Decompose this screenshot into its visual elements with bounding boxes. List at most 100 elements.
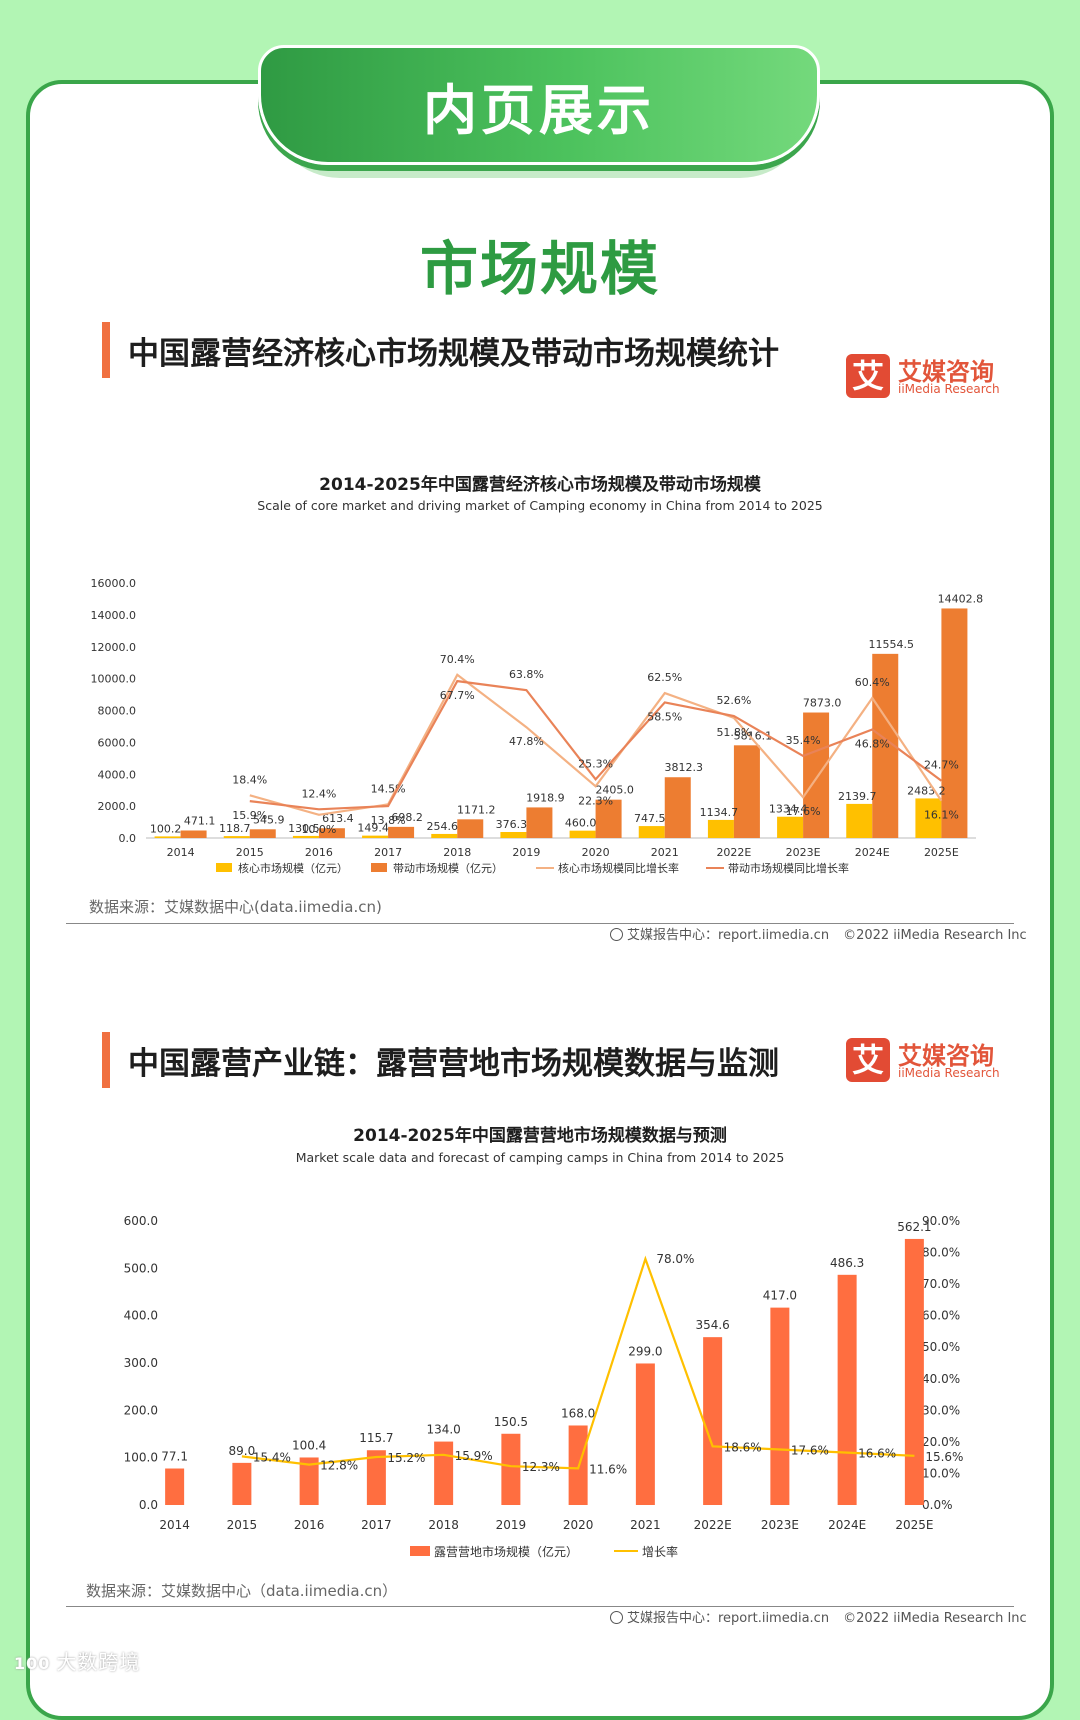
legend-label: 增长率 xyxy=(642,1544,678,1559)
driving-growth-data-label: 58.5% xyxy=(647,710,682,723)
growth-rate-data-label: 15.4% xyxy=(253,1450,291,1464)
camp-market-data-label: 486.3 xyxy=(830,1256,864,1270)
core-market-bar xyxy=(638,826,665,838)
y2-tick-label: 90.0% xyxy=(922,1214,960,1228)
legend-label: 露营营地市场规模（亿元） xyxy=(434,1544,578,1559)
growth-rate-data-label: 15.6% xyxy=(925,1450,963,1464)
iimedia-logo-en: iiMedia Research xyxy=(898,382,1000,396)
growth-rate-data-label: 78.0% xyxy=(656,1252,694,1266)
core-market-bar xyxy=(915,798,942,838)
driving-market-data-label: 471.1 xyxy=(184,814,216,827)
y-tick-label: 16000.0 xyxy=(91,577,137,590)
chart1-heading-text: 中国露营经济核心市场规模及带动市场规模统计 xyxy=(128,335,779,372)
core-market-data-label: 149.4 xyxy=(357,822,389,835)
camp-market-data-label: 150.5 xyxy=(494,1415,528,1429)
iimedia-logo: 艾 艾媒咨询 iiMedia Research xyxy=(846,352,1006,402)
driving-market-data-label: 613.4 xyxy=(322,812,354,825)
legend-label: 核心市场规模（亿元） xyxy=(238,861,348,875)
y2-tick-label: 60.0% xyxy=(922,1309,960,1323)
x-tick-label: 2025E xyxy=(924,846,959,859)
camp-market-bar xyxy=(299,1457,319,1505)
banner-label: 内页展示 xyxy=(423,78,655,142)
legend-label: 带动市场规模（亿元） xyxy=(393,861,503,875)
driving-growth-data-label: 35.4% xyxy=(786,734,821,747)
x-tick-label: 2024E xyxy=(855,846,890,859)
camp-market-bar xyxy=(434,1441,454,1505)
core-growth-data-label: 17.6% xyxy=(786,805,821,818)
x-tick-label: 2019 xyxy=(496,1518,527,1532)
camp-market-data-label: 134.0 xyxy=(426,1423,460,1437)
driving-market-data-label: 3812.3 xyxy=(665,761,704,774)
growth-rate-data-label: 17.6% xyxy=(791,1443,829,1457)
y-tick-label: 300.0 xyxy=(124,1356,158,1370)
driving-market-data-label: 1171.2 xyxy=(457,803,496,816)
chart2-title: 2014-2025年中国露营营地市场规模数据与预测 xyxy=(353,1126,727,1146)
camp-market-data-label: 562.1 xyxy=(897,1220,931,1234)
iimedia-logo-cn: 艾媒咨询 xyxy=(898,358,994,386)
driving-market-data-label: 1918.9 xyxy=(526,791,565,804)
watermark: 100 大数跨境 xyxy=(14,1646,140,1675)
growth-rate-line xyxy=(241,1255,915,1470)
chart2-svg: 0.0 100.0 200.0 300.0 400.0 500.0 600.0 0.0% 10.… xyxy=(124,1214,964,1559)
core-market-bar xyxy=(846,803,873,838)
chart1-divider xyxy=(66,923,1014,924)
chart1-svg: 0.0 2000.0 4000.0 6000.0 8000.0 10000.0 12000.… xyxy=(91,577,984,875)
camp-market-data-label: 89.0 xyxy=(229,1444,256,1458)
x-tick-label: 2016 xyxy=(294,1518,325,1532)
core-market-bar xyxy=(223,836,250,838)
core-market-data-label: 747.5 xyxy=(634,812,666,825)
camp-market-data-label: 299.0 xyxy=(628,1344,662,1358)
x-tick-label: 2016 xyxy=(305,846,333,859)
driving-market-bar xyxy=(733,745,760,838)
camp-market-data-label: 77.1 xyxy=(161,1450,188,1464)
core-growth-data-label: 18.4% xyxy=(232,773,267,786)
driving-market-data-label: 545.9 xyxy=(253,813,285,826)
chart1-footer-copy: ©2022 iiMedia Research Inc xyxy=(843,928,1027,943)
driving-market-data-label: 11554.5 xyxy=(869,638,915,651)
x-tick-label: 2017 xyxy=(374,846,402,859)
x-tick-label: 2023E xyxy=(786,846,821,859)
chart1-subtitle: Scale of core market and driving market … xyxy=(257,498,823,513)
driving-growth-data-label: 46.8% xyxy=(855,738,890,751)
x-tick-label: 2020 xyxy=(582,846,610,859)
chart2-footer: 艾媒报告中心：report.iimedia.cn ©2022 iiMedia Re… xyxy=(610,1607,1027,1626)
core-market-data-label: 2483.2 xyxy=(907,784,946,797)
core-growth-data-label: 16.1% xyxy=(924,809,959,822)
core-growth-data-label: 10.0% xyxy=(301,823,336,836)
y2-tick-label: 50.0% xyxy=(922,1340,960,1354)
page-banner: 内页展示 xyxy=(258,45,820,165)
driving-growth-data-label: 67.7% xyxy=(440,689,475,702)
growth-rate-data-label: 18.6% xyxy=(724,1440,762,1454)
camp-market-bar xyxy=(366,1450,386,1505)
core-market-data-label: 1334.4 xyxy=(769,803,808,816)
camp-market-bar xyxy=(703,1337,723,1505)
core-market-bar xyxy=(777,816,804,838)
camp-market-bar xyxy=(501,1433,521,1505)
y2-tick-label: 70.0% xyxy=(922,1277,960,1291)
driving-market-data-label: 7873.0 xyxy=(803,697,842,710)
y-tick-label: 0.0 xyxy=(139,1498,158,1512)
driving-market-data-label: 2405.0 xyxy=(595,784,634,797)
core-market-data-label: 1134.7 xyxy=(700,806,739,819)
core-market-bar xyxy=(431,833,458,838)
chart1-footer-site: 艾媒报告中心：report.iimedia.cn xyxy=(627,928,830,943)
camp-market-bar xyxy=(837,1274,857,1505)
x-tick-label: 2014 xyxy=(167,846,195,859)
driving-market-bar xyxy=(664,777,691,838)
x-tick-label: 2022E xyxy=(716,846,751,859)
heading-accent-bar xyxy=(102,322,110,378)
heading-accent-bar xyxy=(102,1032,110,1088)
y2-tick-label: 30.0% xyxy=(922,1403,960,1417)
y2-tick-label: 20.0% xyxy=(922,1435,960,1449)
chart2-heading-text: 中国露营产业链：露营营地市场规模数据与监测 xyxy=(128,1045,779,1082)
x-tick-label: 2019 xyxy=(512,846,540,859)
camp-market-data-label: 168.0 xyxy=(561,1406,595,1420)
y-tick-label: 400.0 xyxy=(124,1309,158,1323)
driving-market-bar xyxy=(803,712,830,838)
core-growth-data-label: 62.5% xyxy=(647,671,682,684)
x-tick-label: 2021 xyxy=(630,1518,661,1532)
iimedia-logo-cn: 艾媒咨询 xyxy=(898,1042,994,1070)
growth-rate-data-label: 16.6% xyxy=(858,1447,896,1461)
chart2-footer-site: 艾媒报告中心：report.iimedia.cn xyxy=(627,1611,830,1626)
core-market-data-label: 130.5 xyxy=(288,822,320,835)
